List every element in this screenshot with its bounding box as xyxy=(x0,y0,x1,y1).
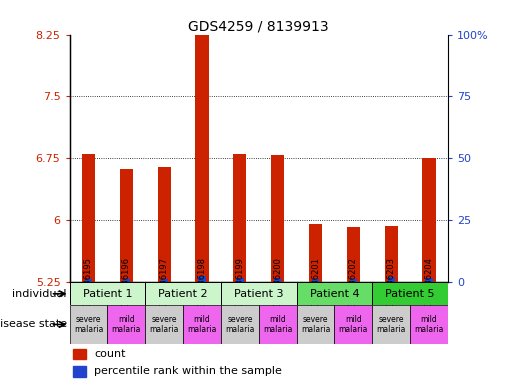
Text: mild
malaria: mild malaria xyxy=(415,315,444,334)
Bar xyxy=(297,305,335,344)
Title: GDS4259 / 8139913: GDS4259 / 8139913 xyxy=(188,20,329,33)
Text: GSM836201: GSM836201 xyxy=(311,257,320,308)
Text: Patient 5: Patient 5 xyxy=(385,289,435,299)
Bar xyxy=(70,282,145,305)
Bar xyxy=(309,223,322,282)
Text: GSM836203: GSM836203 xyxy=(387,257,396,308)
Text: disease state: disease state xyxy=(0,319,67,329)
Bar xyxy=(335,305,372,344)
Bar xyxy=(236,278,244,282)
Text: mild
malaria: mild malaria xyxy=(339,315,368,334)
Bar xyxy=(271,155,284,282)
Text: GSM836200: GSM836200 xyxy=(273,257,282,308)
Bar xyxy=(274,278,281,282)
Text: Patient 4: Patient 4 xyxy=(310,289,359,299)
Text: mild
malaria: mild malaria xyxy=(263,315,293,334)
Bar xyxy=(198,276,205,282)
Text: GSM836199: GSM836199 xyxy=(235,257,244,308)
Bar xyxy=(119,169,133,282)
Bar xyxy=(73,366,85,376)
Text: Patient 3: Patient 3 xyxy=(234,289,284,299)
Text: severe
malaria: severe malaria xyxy=(149,315,179,334)
Bar xyxy=(388,277,395,282)
Bar xyxy=(73,349,85,359)
Bar xyxy=(372,282,448,305)
Bar xyxy=(183,305,221,344)
Bar xyxy=(385,226,398,282)
Bar xyxy=(145,282,221,305)
Bar xyxy=(123,279,130,282)
Bar xyxy=(195,4,209,282)
Text: severe
malaria: severe malaria xyxy=(74,315,103,334)
Bar xyxy=(161,279,168,282)
Text: individual: individual xyxy=(12,289,67,299)
Text: mild
malaria: mild malaria xyxy=(112,315,141,334)
Text: Patient 1: Patient 1 xyxy=(82,289,132,299)
Text: GSM836195: GSM836195 xyxy=(84,257,93,308)
Text: Patient 2: Patient 2 xyxy=(158,289,208,299)
Text: severe
malaria: severe malaria xyxy=(301,315,330,334)
Bar xyxy=(297,282,372,305)
Bar xyxy=(233,154,247,282)
Text: GSM836202: GSM836202 xyxy=(349,257,358,308)
Bar xyxy=(85,279,92,282)
Bar xyxy=(410,305,448,344)
Text: severe
malaria: severe malaria xyxy=(225,315,254,334)
Bar xyxy=(422,159,436,282)
Bar xyxy=(82,154,95,282)
Bar xyxy=(145,305,183,344)
Text: GSM836204: GSM836204 xyxy=(425,257,434,308)
Text: severe
malaria: severe malaria xyxy=(376,315,406,334)
Bar xyxy=(312,279,319,282)
Bar xyxy=(350,279,357,282)
Bar xyxy=(221,282,297,305)
Text: percentile rank within the sample: percentile rank within the sample xyxy=(94,366,282,376)
Bar xyxy=(372,305,410,344)
Text: GSM836197: GSM836197 xyxy=(160,257,168,308)
Text: mild
malaria: mild malaria xyxy=(187,315,217,334)
Bar xyxy=(347,227,360,282)
Bar xyxy=(70,305,107,344)
Bar xyxy=(158,167,171,282)
Text: GSM836196: GSM836196 xyxy=(122,257,131,308)
Bar xyxy=(425,278,433,282)
Text: GSM836198: GSM836198 xyxy=(198,257,207,308)
Bar xyxy=(221,305,259,344)
Bar xyxy=(107,305,145,344)
Bar xyxy=(259,305,297,344)
Text: count: count xyxy=(94,349,126,359)
